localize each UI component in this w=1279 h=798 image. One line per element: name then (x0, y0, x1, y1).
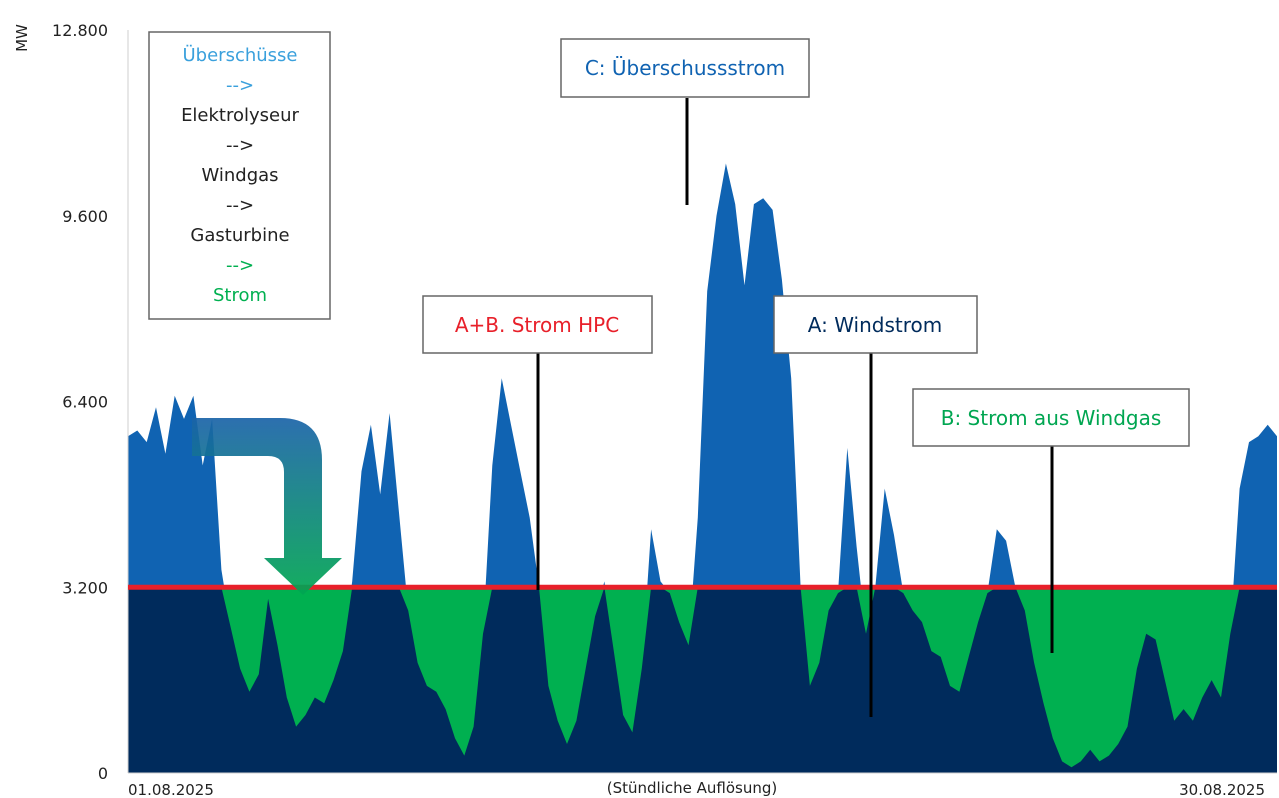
process-legend-line: --> (226, 255, 254, 276)
x-start-label: 01.08.2025 (128, 781, 214, 798)
x-axis-label: (Stündliche Auflösung) (607, 779, 777, 797)
callout-b-label: B: Strom aus Windgas (941, 406, 1162, 430)
process-legend-line: --> (226, 195, 254, 216)
callout-b: B: Strom aus Windgas (913, 389, 1189, 446)
callout-ab-label: A+B. Strom HPC (455, 313, 619, 337)
process-legend-line: Überschüsse (183, 44, 298, 66)
x-end-label: 30.08.2025 (1179, 781, 1265, 798)
y-tick-label: 9.600 (62, 207, 108, 226)
callout-c: C: Überschussstrom (561, 39, 809, 97)
process-legend-line: --> (226, 75, 254, 96)
callout-a: A: Windstrom (774, 296, 977, 353)
y-tick-label: 12.800 (52, 21, 108, 40)
callout-c-label: C: Überschussstrom (585, 56, 785, 80)
process-legend-line: Windgas (201, 165, 278, 186)
process-legend-line: --> (226, 135, 254, 156)
y-tick-label: 3.200 (62, 578, 108, 597)
y-tick-labels: 0 3.200 6.400 9.600 12.800 (52, 21, 108, 783)
y-tick-label: 0 (98, 764, 108, 783)
y-axis-label: MW (13, 24, 31, 52)
process-legend-line: Strom (213, 285, 267, 306)
process-legend-box: Überschüsse --> Elektrolyseur --> Windgas -->… (149, 32, 330, 319)
callout-ab: A+B. Strom HPC (423, 296, 652, 353)
process-legend-line: Gasturbine (190, 225, 289, 246)
y-tick-label: 6.400 (62, 393, 108, 412)
process-legend-line: Elektrolyseur (181, 105, 299, 126)
callout-a-label: A: Windstrom (808, 313, 942, 337)
